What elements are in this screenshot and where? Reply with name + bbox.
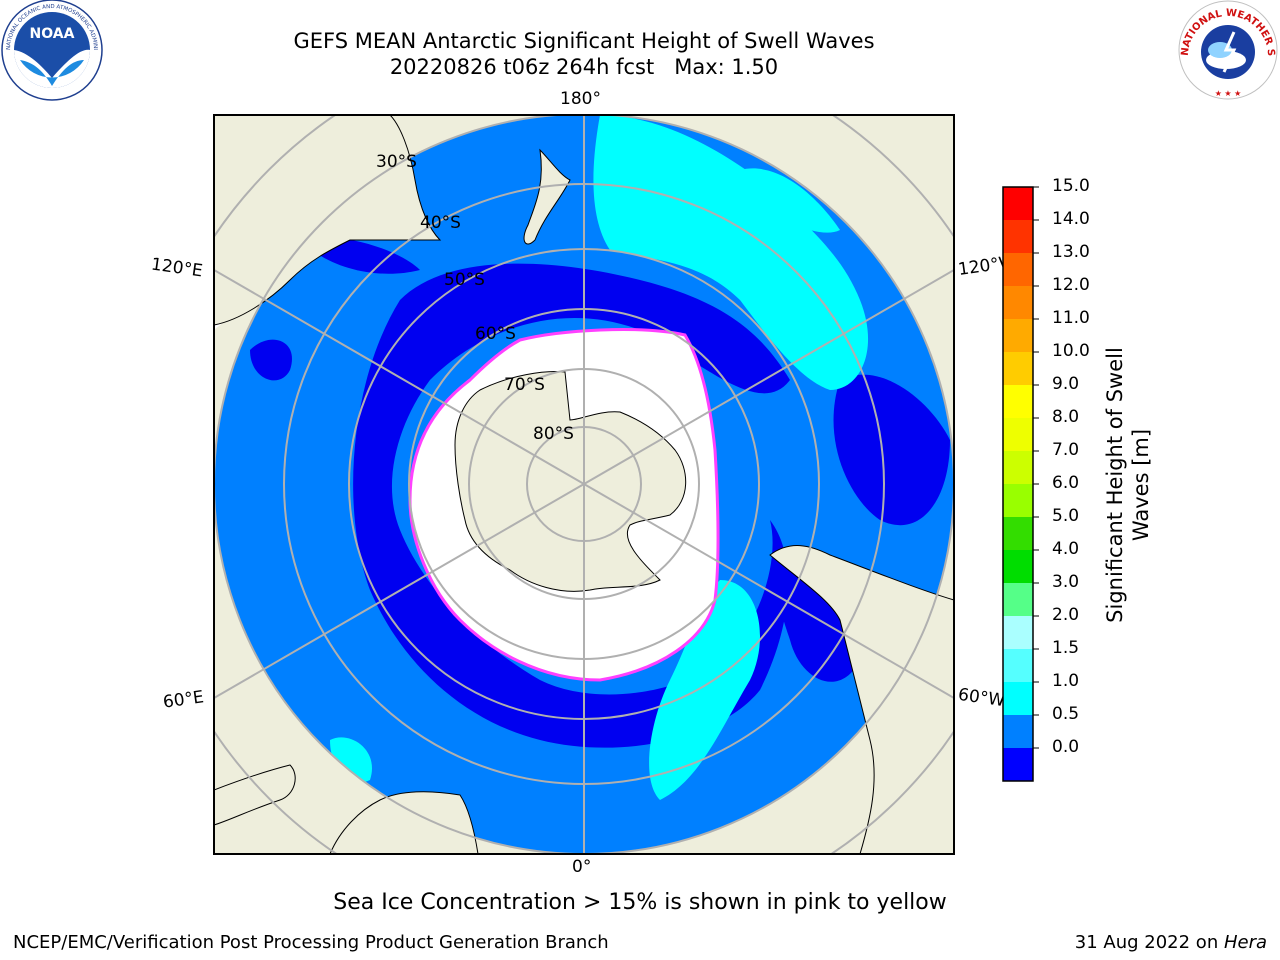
colorbar-tick-label: 10.0 bbox=[1052, 341, 1090, 361]
colorbar-tick-label: 8.0 bbox=[1052, 407, 1080, 427]
colorbar-segment bbox=[1003, 286, 1033, 320]
map-frame bbox=[213, 114, 955, 855]
colorbar-segment bbox=[1003, 649, 1033, 683]
colorbar-tick-label: 5.0 bbox=[1052, 506, 1080, 526]
colorbar-tick-label: 1.0 bbox=[1052, 671, 1080, 691]
footer-host: Hera bbox=[1223, 932, 1267, 953]
colorbar-tick-label: 6.0 bbox=[1052, 473, 1080, 493]
colorbar-segment bbox=[1003, 220, 1033, 254]
lat-label-80s: 80°S bbox=[533, 424, 574, 444]
colorbar-tick-label: 11.0 bbox=[1052, 308, 1090, 328]
colorbar-segment bbox=[1003, 187, 1033, 221]
new-zealand bbox=[523, 148, 571, 245]
colorbar-segment bbox=[1003, 319, 1033, 353]
colorbar-tick-label: 3.0 bbox=[1052, 572, 1080, 592]
colorbar-tick-label: 13.0 bbox=[1052, 242, 1090, 262]
colorbar-segment bbox=[1003, 583, 1033, 617]
footer-date: 31 Aug 2022 on Hera bbox=[1075, 932, 1267, 953]
colorbar-tick-label: 15.0 bbox=[1052, 176, 1090, 196]
graticule bbox=[214, 115, 954, 854]
colorbar-tick-label: 9.0 bbox=[1052, 374, 1080, 394]
title-line-1: GEFS MEAN Antarctic Significant Height o… bbox=[293, 29, 875, 53]
colorbar-segment bbox=[1003, 517, 1033, 551]
colorbar-segment bbox=[1003, 550, 1033, 584]
colorbar-segment bbox=[1003, 715, 1033, 749]
footer-producer: NCEP/EMC/Verification Post Processing Pr… bbox=[13, 932, 609, 953]
colorbar-segment bbox=[1003, 451, 1033, 485]
lon-label-180: 180° bbox=[560, 89, 601, 109]
lat-label-70s: 70°S bbox=[504, 375, 545, 395]
colorbar-tick-label: 12.0 bbox=[1052, 275, 1090, 295]
colorbar-segment bbox=[1003, 682, 1033, 716]
lat-label-60s: 60°S bbox=[475, 324, 516, 344]
colorbar-segment bbox=[1003, 484, 1033, 518]
lat-label-50s: 50°S bbox=[444, 270, 485, 290]
nws-logo-icon: NATIONAL WEATHER SERVICE ★ ★ ★ bbox=[1176, 0, 1278, 100]
title-line-2: 20220826 t06z 264h fcst Max: 1.50 bbox=[389, 55, 779, 79]
lat-label-40s: 40°S bbox=[420, 213, 461, 233]
colorbar-segment bbox=[1003, 748, 1033, 782]
colorbar-label: Significant Height of Swell Waves [m] bbox=[1103, 347, 1153, 623]
colorbar-segment bbox=[1003, 352, 1033, 386]
colorbar-tick-label: 14.0 bbox=[1052, 209, 1090, 229]
madagascar bbox=[214, 764, 296, 826]
colorbar-tick-label: 1.5 bbox=[1052, 638, 1080, 658]
chart-title: GEFS MEAN Antarctic Significant Height o… bbox=[0, 28, 1168, 80]
colorbar-tick-label: 4.0 bbox=[1052, 539, 1080, 559]
south-america bbox=[769, 545, 954, 854]
sea-ice-caption: Sea Ice Concentration > 15% is shown in … bbox=[333, 890, 947, 915]
africa bbox=[329, 791, 479, 854]
svg-text:★ ★ ★: ★ ★ ★ bbox=[1215, 89, 1242, 98]
footer-date-text: 31 Aug 2022 on bbox=[1074, 932, 1224, 953]
colorbar-tick-label: 0.5 bbox=[1052, 704, 1080, 724]
colorbar-segment bbox=[1003, 253, 1033, 287]
lat-label-30s: 30°S bbox=[376, 152, 417, 172]
colorbar bbox=[1002, 186, 1039, 782]
antarctica bbox=[454, 371, 687, 592]
colorbar-tick-label: 7.0 bbox=[1052, 440, 1080, 460]
colorbar-segment bbox=[1003, 418, 1033, 452]
colorbar-tick-label: 2.0 bbox=[1052, 605, 1080, 625]
lon-label-0: 0° bbox=[572, 857, 592, 877]
colorbar-tick-label: 0.0 bbox=[1052, 737, 1080, 757]
svg-text:NOAA: NOAA bbox=[30, 26, 75, 42]
colorbar-segment bbox=[1003, 385, 1033, 419]
moderate-swell-regions bbox=[330, 115, 869, 800]
colorbar-segment bbox=[1003, 616, 1033, 650]
noaa-logo-icon: NOAA NATIONAL OCEANIC AND ATMOSPHERIC AD… bbox=[0, 0, 103, 101]
